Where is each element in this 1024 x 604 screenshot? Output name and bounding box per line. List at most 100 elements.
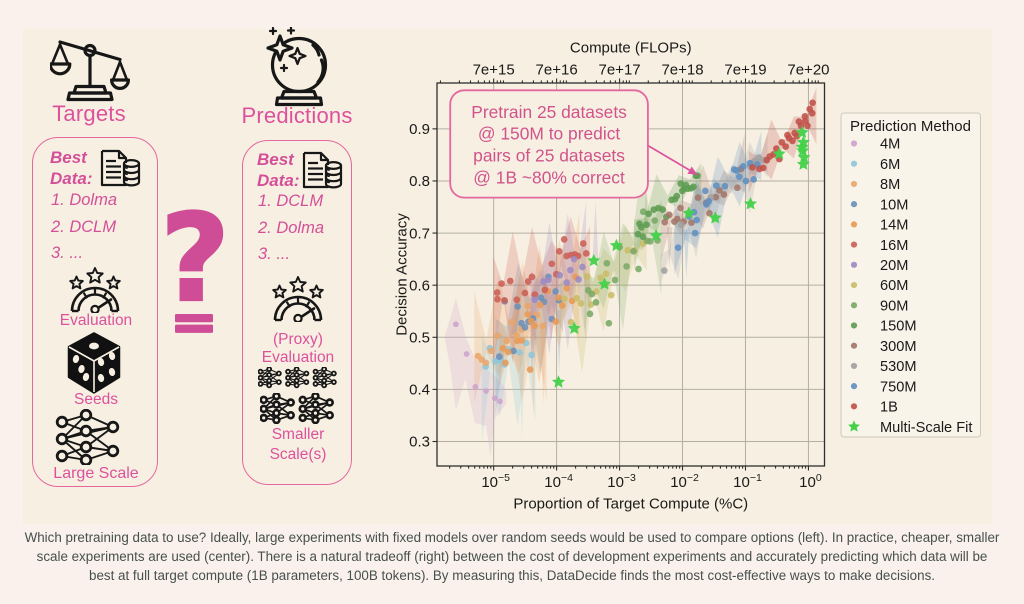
proxy-evaluation-gauge-icon bbox=[269, 272, 327, 324]
scatter-series-1B bbox=[749, 99, 816, 173]
data-layer bbox=[444, 87, 817, 458]
x-tick-label: 10−4 bbox=[544, 472, 573, 491]
scatter-point bbox=[635, 265, 642, 273]
scatter-series-multi-scale-fit bbox=[551, 125, 811, 388]
scatter-point bbox=[587, 301, 595, 308]
scatter-point bbox=[563, 284, 571, 292]
star-point bbox=[609, 238, 623, 252]
scatter-point bbox=[508, 318, 516, 326]
legend-item-300M: 300M bbox=[850, 339, 917, 355]
scatter-point bbox=[504, 348, 512, 356]
targets-title: Targets bbox=[52, 101, 126, 126]
scatter-point bbox=[521, 324, 529, 331]
scatter-point bbox=[712, 182, 720, 190]
scatter-point bbox=[755, 154, 763, 161]
star-point bbox=[587, 253, 601, 267]
scatter-point bbox=[603, 259, 611, 267]
scatter-point bbox=[545, 276, 552, 284]
y-tick-label: 0.3 bbox=[409, 434, 430, 451]
legend-marker bbox=[850, 160, 858, 167]
legend-marker bbox=[850, 261, 858, 268]
y-tick-label: 0.4 bbox=[409, 382, 430, 399]
scatter-point bbox=[513, 296, 521, 304]
scatter-point bbox=[506, 277, 514, 285]
scatter-point bbox=[531, 296, 539, 304]
scatter-series-20M bbox=[531, 255, 586, 304]
predictions-proxy-evaluation-label: (Proxy) Evaluation bbox=[261, 331, 335, 366]
scatter-point bbox=[660, 267, 668, 274]
scatter-point bbox=[513, 331, 521, 339]
x-tick-label: 10−2 bbox=[670, 472, 699, 491]
scatter-point bbox=[514, 303, 521, 310]
scatter-point bbox=[607, 291, 615, 299]
targets-large-scale-label: Large Scale bbox=[53, 465, 139, 482]
scatter-point bbox=[521, 289, 529, 297]
scatter-point bbox=[579, 263, 586, 271]
scatter-point bbox=[808, 109, 816, 117]
scatter-point bbox=[750, 176, 758, 183]
legend-marker bbox=[850, 180, 858, 188]
y-tick-label: 0.8 bbox=[409, 173, 430, 190]
legend-marker bbox=[850, 322, 858, 329]
top-tick-label: 7e+16 bbox=[536, 62, 578, 79]
legend-item-60M: 60M bbox=[850, 278, 908, 294]
x-tick-label: 10−5 bbox=[481, 472, 510, 491]
annotation-box bbox=[449, 89, 649, 199]
scatter-point bbox=[733, 184, 741, 192]
predictions-smaller-scales-label: Smaller Scale(s) bbox=[269, 426, 327, 463]
scatter-series-8M bbox=[474, 302, 547, 367]
uncertainty-violin-4M bbox=[444, 298, 507, 458]
star-point bbox=[795, 140, 809, 153]
legend-label: 300M bbox=[880, 339, 917, 355]
caption-line: best at full target compute (1B paramete… bbox=[89, 568, 935, 584]
scatter-series-150M bbox=[634, 172, 701, 241]
caption-line: scale experiments are used (center). The… bbox=[36, 549, 988, 565]
scatter-point bbox=[720, 191, 728, 198]
legend-label: Multi-Scale Fit bbox=[880, 420, 972, 436]
scatter-point bbox=[597, 274, 604, 282]
scatter-point bbox=[739, 163, 747, 170]
uncertainty-violin-20M bbox=[530, 200, 599, 375]
scatter-point bbox=[634, 230, 642, 238]
scatter-point bbox=[531, 322, 539, 330]
legend-marker bbox=[850, 241, 858, 248]
scatter-point bbox=[736, 173, 743, 181]
top-tick-label: 7e+20 bbox=[787, 62, 829, 79]
scatter-point bbox=[528, 351, 535, 359]
scatter-point bbox=[536, 301, 544, 309]
scatter-point bbox=[801, 117, 809, 125]
scatter-point bbox=[624, 246, 632, 254]
scatter-point bbox=[630, 247, 637, 255]
star-point bbox=[744, 197, 758, 210]
scatter-point bbox=[673, 215, 681, 223]
scatter-point bbox=[742, 177, 750, 185]
annotation: Pretrain 25 datasets@ 150M to predictpai… bbox=[449, 89, 698, 199]
legend-marker bbox=[850, 140, 858, 147]
legend-marker bbox=[850, 362, 858, 370]
scatter-point bbox=[573, 294, 581, 302]
legend-marker bbox=[850, 403, 858, 410]
top-tick-label: 7e+17 bbox=[599, 62, 641, 79]
network-icon bbox=[55, 408, 121, 467]
legend-label: 90M bbox=[880, 298, 908, 314]
legend-item-6M: 6M bbox=[850, 157, 900, 173]
star-point bbox=[795, 125, 809, 139]
scatter-point bbox=[552, 288, 559, 295]
legend-label: 1B bbox=[880, 400, 898, 416]
scatter-point bbox=[611, 276, 619, 284]
y-tick-label: 0.9 bbox=[409, 121, 430, 138]
scatter-point bbox=[540, 278, 547, 285]
scatter-point bbox=[582, 250, 590, 257]
legend-label: 14M bbox=[880, 218, 908, 234]
scatter-point bbox=[674, 244, 682, 252]
scatter-point bbox=[665, 211, 673, 219]
legend-title: Prediction Method bbox=[850, 118, 971, 135]
annotation-arrowhead bbox=[687, 166, 698, 175]
scatter-point bbox=[560, 295, 568, 303]
predictions-panel: Best Data: 1. DCLM 2. Dolma 3. ... (Proxy) E… bbox=[242, 140, 352, 485]
x-tick-label: 100 bbox=[799, 472, 822, 491]
legend-star-marker bbox=[848, 420, 860, 432]
scatter-series-750M bbox=[674, 159, 761, 252]
scatter-point bbox=[691, 229, 699, 237]
